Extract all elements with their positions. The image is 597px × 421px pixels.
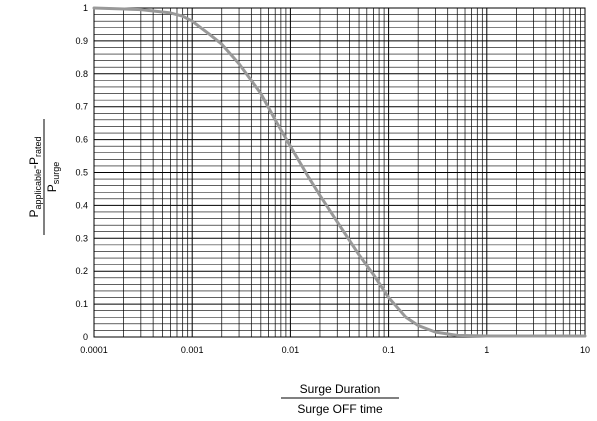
y-axis-label-numerator: Papplicable-Prated [27, 136, 43, 217]
y-tick-label: 0.4 [75, 200, 88, 210]
x-tick-label: 0.1 [382, 345, 395, 355]
y-tick-label: 0 [83, 332, 88, 342]
y-tick-label: 0.3 [75, 233, 88, 243]
plot-frame [93, 7, 586, 338]
y-tick-label: 0.8 [75, 69, 88, 79]
x-axis-label: Surge Duration Surge OFF time [281, 382, 399, 416]
x-tick-label: 0.001 [181, 345, 204, 355]
x-tick-label: 0.0001 [80, 345, 108, 355]
x-axis-label-denominator: Surge OFF time [297, 402, 383, 416]
y-tick-label: 0.5 [75, 168, 88, 178]
y-axis-label: Papplicable-Prated Psurge [27, 119, 61, 235]
y-tick-label: 1 [83, 3, 88, 13]
x-axis-label-numerator: Surge Duration [300, 382, 381, 396]
x-tick-label: 1 [484, 345, 489, 355]
y-tick-label: 0.2 [75, 266, 88, 276]
y-tick-label: 0.6 [75, 135, 88, 145]
y-tick-labels: 0 0.1 0.2 0.3 0.4 0.5 0.6 0.7 0.8 0.9 1 [75, 3, 88, 342]
x-tick-label: 10 [580, 345, 590, 355]
y-tick-label: 0.7 [75, 102, 88, 112]
x-tick-label: 0.01 [282, 345, 300, 355]
chart-grid [93, 7, 585, 338]
y-axis-label-denominator: Psurge [45, 162, 61, 193]
series-line [92, 6, 587, 338]
y-tick-label: 0.1 [75, 299, 88, 309]
chart-series [92, 6, 587, 338]
y-tick-label: 0.9 [75, 36, 88, 46]
x-tick-labels: 0.0001 0.001 0.01 0.1 1 10 [80, 345, 590, 355]
